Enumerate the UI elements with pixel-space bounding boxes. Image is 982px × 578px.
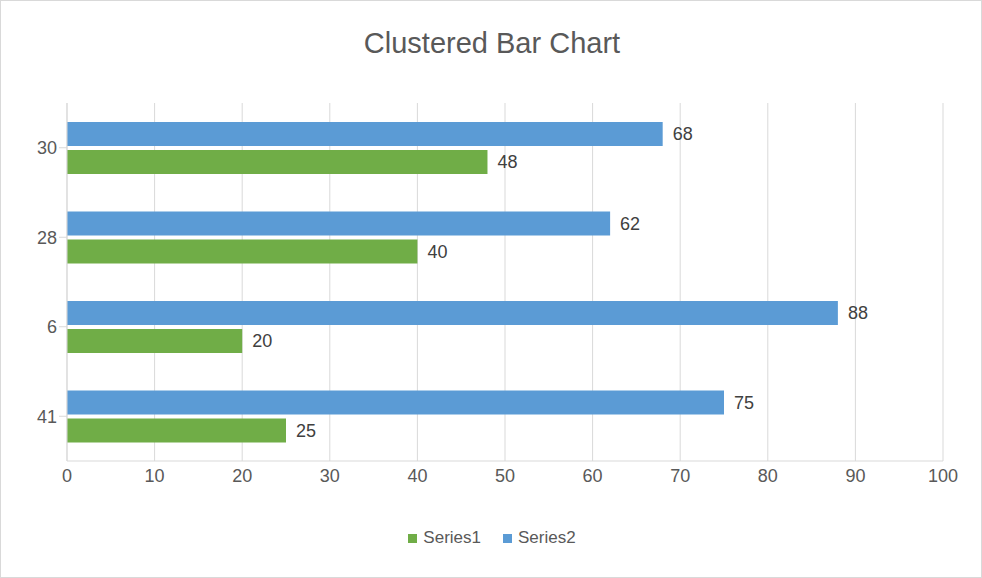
svg-text:10: 10: [145, 466, 165, 486]
svg-text:6: 6: [47, 317, 57, 337]
svg-text:20: 20: [252, 331, 272, 351]
svg-text:30: 30: [37, 138, 57, 158]
html-text:Series2: Series2: [518, 528, 576, 547]
svg-text:90: 90: [845, 466, 865, 486]
svg-text:75: 75: [734, 393, 754, 413]
svg-text:28: 28: [37, 228, 57, 248]
svg-text:100: 100: [928, 466, 958, 486]
svg-text:30: 30: [320, 466, 340, 486]
svg-text:25: 25: [296, 421, 316, 441]
svg-text:60: 60: [583, 466, 603, 486]
svg-text:50: 50: [495, 466, 515, 486]
svg-text:70: 70: [670, 466, 690, 486]
html-text:Clustered Bar Chart: Clustered Bar Chart: [363, 27, 621, 59]
svg-text:41: 41: [37, 407, 57, 427]
svg-text:20: 20: [232, 466, 252, 486]
svg-text:88: 88: [848, 303, 868, 323]
svg-text:40: 40: [407, 466, 427, 486]
svg-text:0: 0: [62, 466, 72, 486]
svg-text:68: 68: [673, 124, 693, 144]
svg-text:62: 62: [620, 214, 640, 234]
svg-text:80: 80: [758, 466, 778, 486]
svg-text:40: 40: [427, 242, 447, 262]
svg-text:48: 48: [497, 152, 517, 172]
html-text:Series1: Series1: [423, 528, 481, 547]
